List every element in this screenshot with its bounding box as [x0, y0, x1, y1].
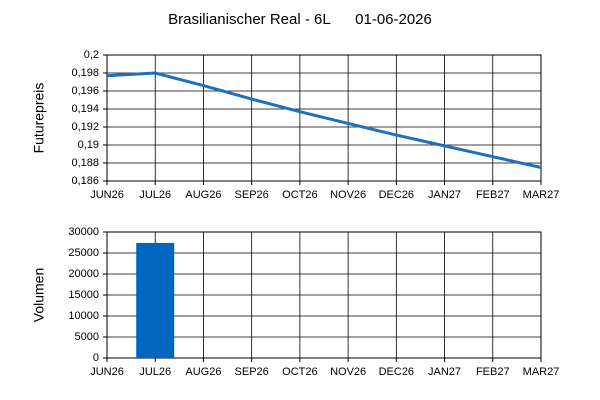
y-tick-label: 0,19	[78, 139, 99, 151]
plot-frame	[106, 54, 542, 182]
x-tick-label: JAN27	[428, 366, 461, 378]
y-tick-label: 0,188	[71, 157, 99, 169]
x-tick-label: MAR27	[523, 366, 560, 378]
y-tick-label: 10000	[68, 310, 99, 322]
y-tick-label: 0	[93, 352, 99, 364]
bar	[136, 242, 175, 358]
x-tick-label: NOV26	[330, 189, 366, 201]
x-tick-label: JUL26	[139, 189, 171, 201]
x-tick-label: OCT26	[282, 366, 317, 378]
x-tick-label: FEB27	[476, 189, 510, 201]
x-tick-label: MAR27	[523, 189, 560, 201]
y-tick-label: 0,194	[71, 103, 99, 115]
line-series	[106, 71, 542, 169]
x-tick-label: OCT26	[282, 189, 317, 201]
y-tick-label: 25000	[68, 247, 99, 259]
x-tick-label: JUN26	[90, 366, 124, 378]
x-tick-label: NOV26	[330, 366, 366, 378]
y-tick-label: 30000	[68, 226, 99, 238]
y-axis-label: Volumen	[31, 268, 47, 322]
x-tick-label: FEB27	[476, 366, 510, 378]
x-tick-label: AUG26	[185, 366, 221, 378]
x-tick-label: DEC26	[379, 189, 414, 201]
chart-title: Brasilianischer Real - 6L 01-06-2026	[168, 11, 432, 28]
y-tick-label: 0,2	[84, 49, 99, 61]
y-tick-label: 15000	[68, 289, 99, 301]
x-tick-label: AUG26	[185, 189, 221, 201]
y-tick-label: 0,186	[71, 175, 99, 187]
y-axis-label: Futurepreis	[31, 83, 47, 154]
y-tick-label: 5000	[75, 331, 99, 343]
x-tick-label: JUL26	[139, 366, 171, 378]
x-tick-label: DEC26	[379, 366, 414, 378]
plot-frame	[106, 231, 542, 359]
y-tick-label: 0,192	[71, 121, 99, 133]
y-tick-label: 0,198	[71, 67, 99, 79]
x-tick-label: JUN26	[90, 189, 124, 201]
y-tick-label: 20000	[68, 268, 99, 280]
x-tick-label: SEP26	[235, 366, 269, 378]
x-tick-label: JAN27	[428, 189, 461, 201]
y-tick-label: 0,196	[71, 85, 99, 97]
x-tick-label: SEP26	[235, 189, 269, 201]
